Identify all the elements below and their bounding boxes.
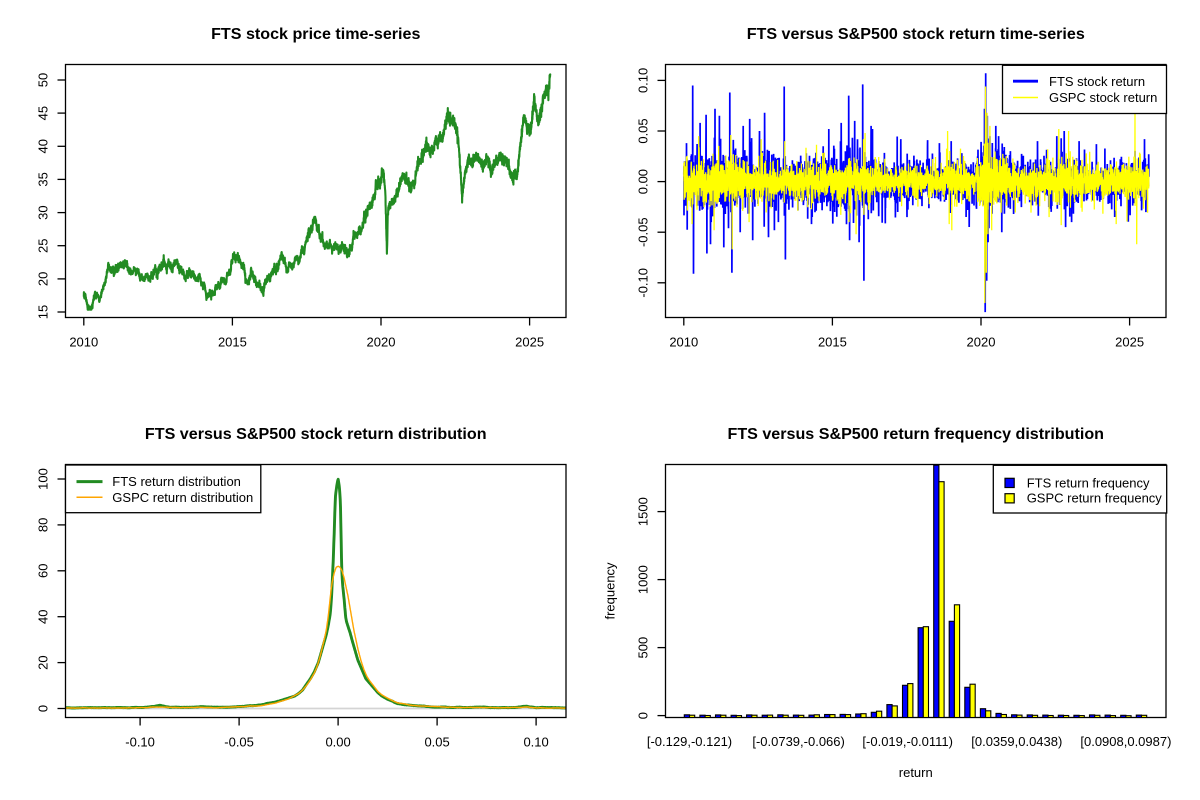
svg-text:2015: 2015 xyxy=(818,335,847,350)
svg-text:FTS stock return: FTS stock return xyxy=(1049,74,1145,89)
svg-text:50: 50 xyxy=(35,73,50,87)
svg-text:-0.10: -0.10 xyxy=(635,268,650,298)
svg-text:FTS versus S&P500 return frequ: FTS versus S&P500 return frequency distr… xyxy=(727,425,1104,443)
svg-text:25: 25 xyxy=(35,238,50,252)
svg-text:GSPC return distribution: GSPC return distribution xyxy=(112,490,253,505)
svg-text:FTS versus S&P500 stock return: FTS versus S&P500 stock return time-seri… xyxy=(747,25,1085,43)
svg-text:FTS stock price time-series: FTS stock price time-series xyxy=(211,25,420,43)
svg-text:15: 15 xyxy=(35,305,50,319)
svg-text:500: 500 xyxy=(635,637,650,659)
svg-text:2010: 2010 xyxy=(669,335,698,350)
svg-text:100: 100 xyxy=(35,468,50,490)
svg-text:return: return xyxy=(899,765,933,780)
svg-text:0.05: 0.05 xyxy=(635,118,650,143)
svg-text:2015: 2015 xyxy=(218,335,247,350)
svg-text:frequency: frequency xyxy=(603,562,618,620)
svg-text:2010: 2010 xyxy=(69,335,98,350)
svg-text:[-0.0739,-0.066): [-0.0739,-0.066) xyxy=(752,734,845,749)
svg-text:[-0.019,-0.0111): [-0.019,-0.0111) xyxy=(862,734,953,749)
svg-text:80: 80 xyxy=(35,518,50,532)
svg-text:0.05: 0.05 xyxy=(424,735,449,750)
svg-text:40: 40 xyxy=(35,139,50,153)
svg-text:GSPC stock return: GSPC stock return xyxy=(1049,90,1157,105)
svg-text:1500: 1500 xyxy=(635,497,650,526)
svg-text:[0.0359,0.0438): [0.0359,0.0438) xyxy=(971,734,1062,749)
svg-text:45: 45 xyxy=(35,106,50,120)
svg-text:-0.10: -0.10 xyxy=(125,735,155,750)
svg-text:20: 20 xyxy=(35,272,50,286)
svg-text:0.10: 0.10 xyxy=(635,68,650,93)
svg-text:FTS return frequency: FTS return frequency xyxy=(1027,475,1150,490)
svg-text:0.00: 0.00 xyxy=(635,169,650,194)
svg-text:0.00: 0.00 xyxy=(325,735,350,750)
svg-text:2020: 2020 xyxy=(967,335,996,350)
svg-text:35: 35 xyxy=(35,172,50,186)
svg-text:GSPC return frequency: GSPC return frequency xyxy=(1027,491,1163,506)
svg-text:-0.05: -0.05 xyxy=(635,217,650,247)
svg-text:2025: 2025 xyxy=(1115,335,1144,350)
svg-text:30: 30 xyxy=(35,205,50,219)
svg-text:[-0.129,-0.121): [-0.129,-0.121) xyxy=(647,734,732,749)
svg-text:0.10: 0.10 xyxy=(523,735,548,750)
svg-text:2025: 2025 xyxy=(515,335,544,350)
svg-text:FTS versus S&P500 stock return: FTS versus S&P500 stock return distribut… xyxy=(145,425,487,443)
svg-text:20: 20 xyxy=(35,655,50,669)
svg-text:0: 0 xyxy=(35,705,50,712)
svg-text:1000: 1000 xyxy=(635,565,650,594)
svg-text:0: 0 xyxy=(635,712,650,719)
svg-text:-0.05: -0.05 xyxy=(224,735,254,750)
svg-text:60: 60 xyxy=(35,564,50,578)
svg-text:FTS return distribution: FTS return distribution xyxy=(112,474,241,489)
svg-text:40: 40 xyxy=(35,609,50,623)
svg-text:[0.0908,0.0987): [0.0908,0.0987) xyxy=(1080,734,1171,749)
svg-text:2020: 2020 xyxy=(367,335,396,350)
